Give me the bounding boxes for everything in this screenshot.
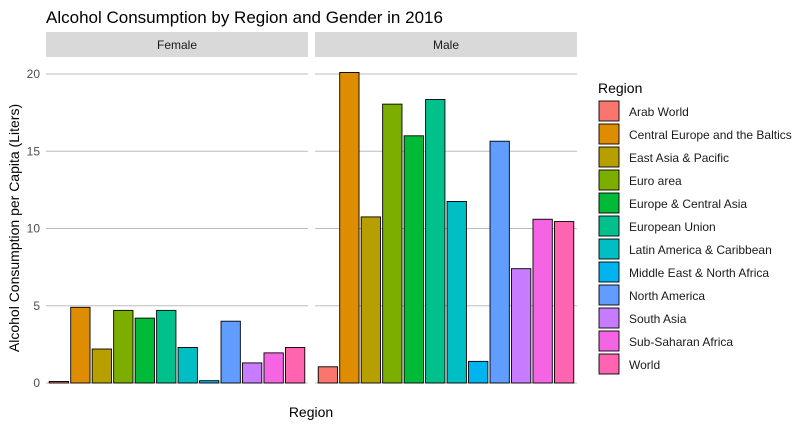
bar [403,135,424,384]
bar [285,347,306,384]
facet-label: Male [433,38,459,52]
bar [511,268,532,384]
bar [220,320,241,384]
legend-key [598,100,620,122]
bar [425,99,446,384]
x-axis-title: Region [289,404,333,420]
facet-strip [315,32,577,57]
y-tick-label: 20 [27,67,41,81]
legend: Region Arab World Central Europe and the … [598,80,792,375]
legend-label: European Union [629,220,716,234]
bar [134,317,155,384]
bar [263,352,284,384]
bar [199,380,220,384]
legend-label: South Asia [629,312,687,326]
legend-key [598,123,620,145]
bar [382,103,403,384]
bar [532,218,553,384]
y-tick-label: 0 [33,376,40,390]
legend-key [598,169,620,191]
bar [317,366,339,384]
y-axis-title: Alcohol Consumption per Capita (Liters) [6,104,22,352]
bar [91,348,112,384]
legend-label: Central Europe and the Baltics [629,128,792,142]
legend-key [598,330,620,352]
legend-key [598,284,620,306]
y-axis: 0 5 10 15 20 [27,67,41,390]
bar [70,306,91,384]
legend-key [598,307,620,329]
bar [360,216,381,384]
legend-label: Arab World [629,105,689,119]
bar [489,140,510,384]
bar [242,362,263,384]
y-tick-label: 10 [27,222,41,236]
legend-label: East Asia & Pacific [629,151,729,165]
legend-label: Europe & Central Asia [629,197,747,211]
legend-key [598,215,620,237]
bar [113,309,134,384]
legend-label: Euro area [629,174,682,188]
facet-label: Female [157,38,197,52]
chart-title: Alcohol Consumption by Region and Gender… [46,8,443,27]
bar [177,347,198,384]
legend-label: World [629,358,660,372]
legend-key [598,146,620,168]
y-tick-label: 5 [33,299,40,313]
panel-male: Male [315,32,577,384]
legend-key [598,238,620,260]
bar [48,381,70,384]
legend-label: Latin America & Caribbean [629,243,772,257]
legend-title: Region [598,80,642,96]
legend-key [598,192,620,214]
bar [554,221,575,384]
bar [339,71,360,384]
bar [468,360,489,384]
panels: Female Male [46,32,577,384]
legend-key [598,353,620,375]
bar [446,201,467,384]
legend-label: Sub-Saharan Africa [629,335,733,349]
facet-strip [46,32,308,57]
panel-female: Female [46,32,308,384]
bar [156,309,177,384]
legend-label: Middle East & North Africa [629,266,769,280]
legend-key [598,261,620,283]
y-tick-label: 15 [27,144,41,158]
legend-label: North America [629,289,705,303]
